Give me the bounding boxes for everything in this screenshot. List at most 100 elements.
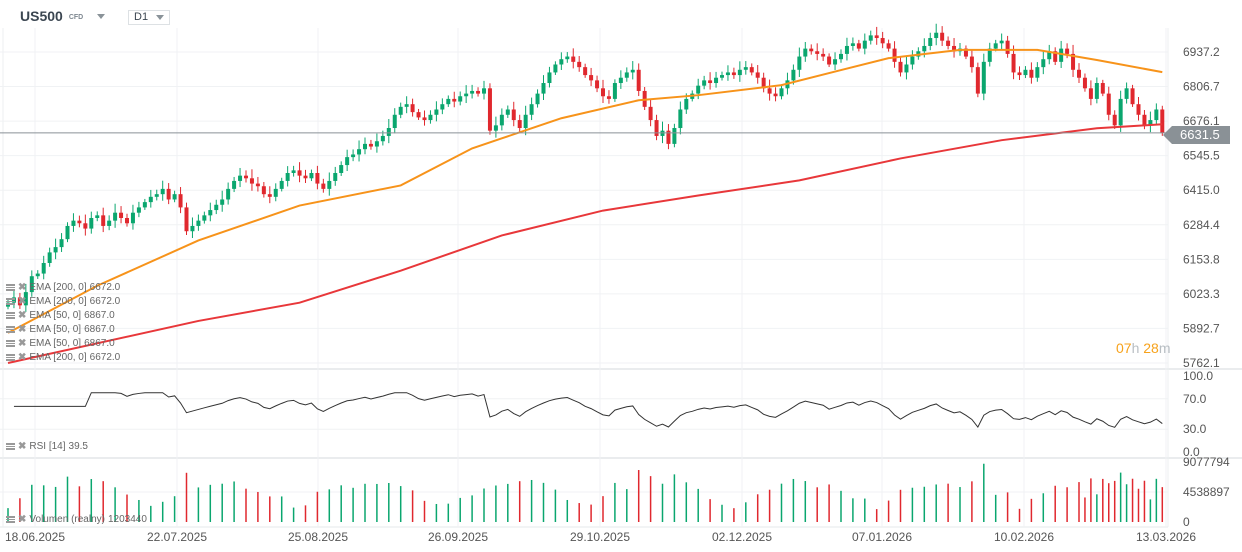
indicator-value: 6867.0 (84, 324, 115, 335)
candle (77, 215, 82, 228)
menu-icon[interactable] (6, 284, 15, 291)
candle-body (190, 225, 195, 232)
rsi-axis-label: 30.0 (1183, 422, 1207, 436)
rsi-axis-label: 70.0 (1183, 392, 1207, 406)
candle (35, 270, 40, 279)
candle-body (815, 51, 820, 54)
candle-body (654, 120, 659, 136)
candle (41, 255, 46, 280)
candle (916, 47, 921, 60)
candle (987, 42, 992, 67)
candle-body (499, 114, 504, 126)
candle-body (422, 117, 427, 121)
candle (1071, 44, 1076, 77)
candle (374, 133, 379, 153)
candle-body (1088, 88, 1093, 99)
candle-body (267, 194, 272, 197)
candle (975, 62, 980, 98)
candle-body (821, 53, 826, 57)
candle (636, 63, 641, 97)
candle-body (547, 72, 552, 84)
symbol-selector[interactable]: US500 CFD (20, 8, 106, 24)
close-icon[interactable]: ✖ (18, 282, 27, 293)
candle-body (583, 67, 588, 76)
candle-body (678, 109, 683, 129)
timeframe-select[interactable]: D1 (128, 10, 170, 25)
candle-body (743, 67, 748, 70)
close-icon[interactable]: ✖ (18, 310, 27, 321)
candle-body (981, 61, 986, 94)
candle (577, 56, 582, 72)
menu-icon[interactable] (6, 312, 15, 319)
indicator-legend[interactable]: ✖ EMA [200, 0] 6672.0 (6, 295, 120, 308)
close-icon[interactable]: ✖ (18, 441, 27, 452)
menu-icon[interactable] (6, 354, 15, 361)
candle-body (136, 207, 141, 213)
candle-body (351, 154, 356, 158)
date-label: 22.07.2025 (147, 530, 207, 544)
candle (482, 80, 486, 100)
candle (529, 97, 534, 121)
candle (779, 84, 784, 100)
candle (196, 214, 201, 231)
candle (368, 139, 373, 150)
price-label: 6676.1 (1183, 114, 1220, 128)
candle (547, 66, 552, 88)
candle (267, 186, 272, 204)
candle (511, 101, 516, 127)
volume-legend[interactable]: ✖ Volumen (realny) 1203440 (6, 513, 147, 526)
menu-icon[interactable] (6, 340, 15, 347)
candle (208, 202, 213, 222)
menu-icon[interactable] (6, 516, 15, 523)
candle-body (255, 183, 260, 187)
candle (136, 201, 141, 218)
candle (470, 84, 475, 99)
candle-body (892, 48, 897, 62)
candle (1118, 90, 1123, 132)
candle-body (285, 173, 290, 181)
candle (612, 79, 617, 102)
candle (232, 176, 237, 193)
candle (725, 65, 730, 81)
rsi-legend[interactable]: ✖ RSI [14] 39.5 (6, 440, 88, 453)
candle-body (160, 188, 165, 195)
date-label: 07.01.2026 (852, 530, 912, 544)
candle (493, 116, 498, 138)
close-icon[interactable]: ✖ (18, 296, 27, 307)
candle (856, 39, 861, 52)
candle-body (297, 170, 302, 176)
indicator-legend[interactable]: ✖ EMA [50, 0] 6867.0 (6, 323, 115, 336)
candle (571, 48, 576, 69)
close-icon[interactable]: ✖ (18, 352, 27, 363)
candle (648, 99, 653, 127)
price-label: 6284.4 (1183, 218, 1220, 232)
volume-value: 1203440 (107, 514, 147, 525)
menu-icon[interactable] (6, 298, 15, 305)
close-icon[interactable]: ✖ (18, 514, 27, 525)
candle (101, 207, 106, 233)
indicator-legend[interactable]: ✖ EMA [50, 0] 6867.0 (6, 337, 115, 350)
date-label: 10.02.2026 (994, 530, 1054, 544)
candle (1029, 62, 1034, 84)
candle (815, 43, 820, 61)
volume-axis-label: 0 (1183, 515, 1190, 529)
indicator-legend[interactable]: ✖ EMA [200, 0] 6672.0 (6, 281, 120, 294)
indicator-legend[interactable]: ✖ EMA [200, 0] 6672.0 (6, 351, 120, 364)
indicator-legend[interactable]: ✖ EMA [50, 0] 6867.0 (6, 309, 115, 322)
candle-body (559, 59, 564, 65)
candle-body (672, 128, 677, 144)
candle-body (827, 56, 832, 65)
candle (410, 98, 415, 117)
menu-icon[interactable] (6, 326, 15, 333)
chevron-down-icon[interactable] (97, 13, 106, 19)
candle-body (434, 109, 439, 115)
close-icon[interactable]: ✖ (18, 324, 27, 335)
close-icon[interactable]: ✖ (18, 338, 27, 349)
candle (952, 38, 957, 58)
candle-body (261, 186, 266, 195)
candle-body (809, 48, 814, 52)
candle-body (595, 80, 600, 89)
menu-icon[interactable] (6, 443, 15, 450)
candle-body (535, 93, 540, 105)
